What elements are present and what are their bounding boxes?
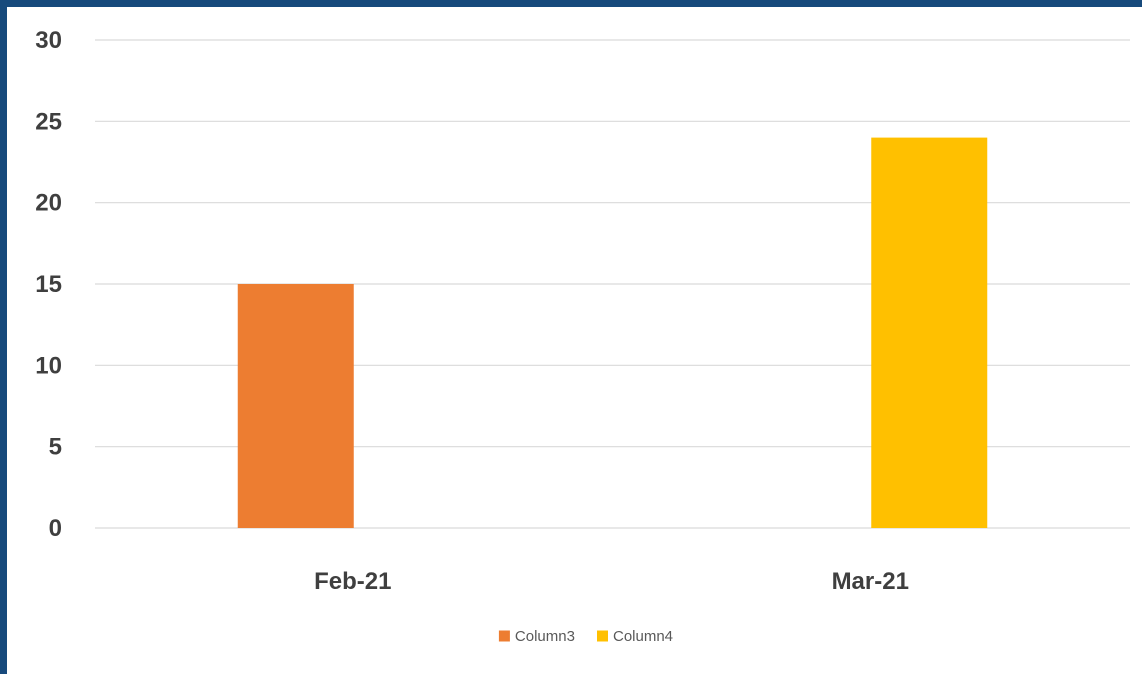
bar-column3-feb-21 — [237, 284, 354, 528]
y-tick-label: 25 — [35, 108, 62, 135]
y-tick-label: 15 — [35, 271, 62, 298]
legend: Column3 Column4 — [498, 628, 673, 645]
legend-swatch-column4 — [597, 630, 608, 642]
bar-column4-mar-21 — [871, 137, 988, 528]
x-tick-label: Mar-21 — [832, 568, 909, 595]
y-tick-label: 30 — [35, 27, 62, 54]
legend-swatch-column3 — [498, 630, 510, 642]
x-tick-label: Feb-21 — [314, 568, 391, 595]
y-tick-label: 5 — [49, 434, 62, 461]
legend-label-column3: Column3 — [515, 628, 575, 645]
y-tick-label: 20 — [35, 190, 62, 217]
y-tick-label: 10 — [35, 352, 62, 379]
y-tick-label: 0 — [49, 515, 62, 542]
legend-label-column4: Column4 — [613, 628, 673, 645]
x-axis-tick-labels: Feb-21 Mar-21 — [314, 568, 909, 595]
bars — [237, 137, 988, 528]
y-axis-tick-labels: 0 5 10 15 20 25 30 — [35, 27, 62, 542]
